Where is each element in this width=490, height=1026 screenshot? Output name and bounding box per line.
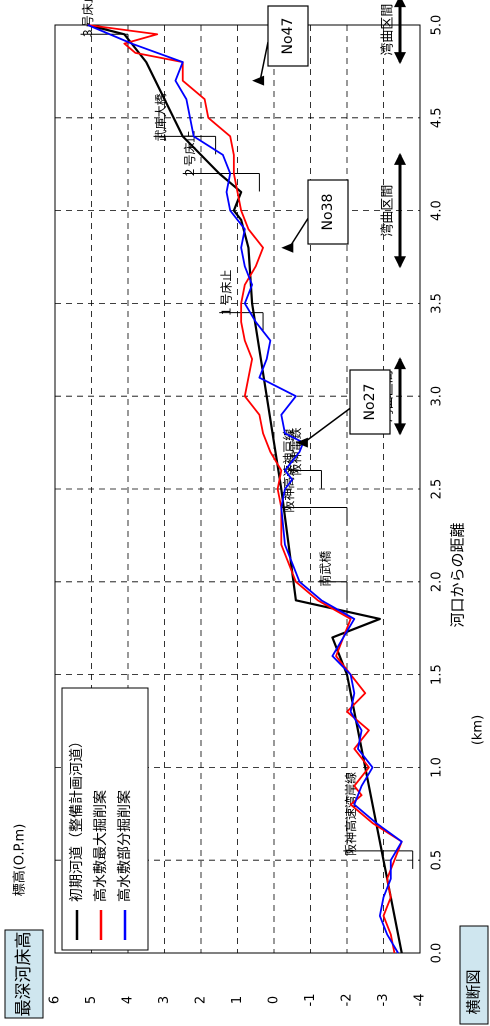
callout-label: No47 bbox=[280, 18, 296, 55]
y-tick-label: 3 bbox=[157, 996, 172, 1004]
section-box bbox=[459, 925, 489, 1025]
series-line-1 bbox=[87, 23, 403, 954]
structure-label: 阪神高速湾岸線 bbox=[343, 772, 358, 856]
structure-label: 武庫大橋 bbox=[154, 93, 168, 141]
x-tick-label: 3.0 bbox=[430, 386, 445, 407]
callout-box bbox=[349, 369, 391, 435]
y-tick-label: 0 bbox=[267, 996, 282, 1004]
x-tick-label: 1.5 bbox=[430, 664, 445, 685]
chart-title: 最深河床高 bbox=[14, 932, 34, 1017]
title-box bbox=[4, 929, 44, 1019]
bend-arrow-head bbox=[394, 0, 406, 8]
series-line-3 bbox=[87, 24, 403, 954]
bend-arrow-head bbox=[394, 423, 406, 436]
legend-box bbox=[61, 687, 149, 951]
callout-box bbox=[267, 5, 309, 67]
bend-arrow-head bbox=[394, 357, 406, 370]
x-axis-unit: (km) bbox=[471, 715, 486, 745]
y-tick-label: 5 bbox=[84, 996, 99, 1004]
structure-label: ３号床止 bbox=[81, 0, 95, 39]
x-tick-label: 2.5 bbox=[430, 479, 445, 500]
legend-entry: 高水敷部分掘削案 bbox=[116, 790, 133, 902]
y-tick-label: -1 bbox=[303, 994, 318, 1007]
y-tick-label: 1 bbox=[230, 996, 245, 1004]
callout-arrow-line bbox=[303, 407, 351, 444]
callout-label: No38 bbox=[320, 194, 336, 231]
x-axis-label: 河口からの距離 bbox=[449, 522, 467, 627]
callout-arrow-head bbox=[252, 75, 265, 86]
callout-arrow-head bbox=[295, 437, 308, 448]
x-tick-label: 1.0 bbox=[430, 757, 445, 778]
y-tick-label: -2 bbox=[340, 994, 355, 1007]
callout-box bbox=[307, 179, 349, 245]
legend-entry: 高水敷最大掘削案 bbox=[92, 790, 109, 902]
bend-arrow-head bbox=[394, 256, 406, 269]
bend-label: 湾曲区間 bbox=[380, 4, 396, 56]
structure-label: ２号床止 bbox=[183, 130, 197, 178]
x-tick-label: 4.5 bbox=[430, 107, 445, 128]
structure-label: １号床止 bbox=[220, 270, 234, 318]
bend-arrow-head bbox=[394, 52, 406, 65]
series-line-2 bbox=[87, 24, 403, 954]
structure-label: 阪神電鉄 bbox=[288, 427, 303, 475]
y-tick-label: 4 bbox=[121, 996, 136, 1004]
bend-arrow-head bbox=[394, 152, 406, 165]
callout-arrow-line bbox=[288, 217, 309, 249]
y-tick-label: 6 bbox=[48, 996, 63, 1004]
x-tick-label: 0.5 bbox=[430, 850, 445, 871]
y-tick-label: 2 bbox=[194, 996, 209, 1004]
y-tick-label: -3 bbox=[376, 994, 391, 1007]
x-tick-label: 4.0 bbox=[430, 200, 445, 221]
callout-label: No27 bbox=[362, 384, 378, 421]
y-tick-label: -4 bbox=[413, 994, 428, 1007]
x-tick-label: 5.0 bbox=[430, 15, 445, 36]
callout-arrow-line bbox=[259, 41, 269, 81]
section-label: 横断図 bbox=[465, 969, 483, 1014]
structure-label: 南武橋 bbox=[317, 551, 332, 587]
legend-entry: 初期河道（整備計画河道） bbox=[68, 734, 85, 902]
x-tick-label: 3.5 bbox=[430, 293, 445, 314]
y-axis-label: 標高(O.P.m) bbox=[12, 824, 28, 897]
x-tick-label: 0.0 bbox=[430, 943, 445, 964]
x-tick-label: 2.0 bbox=[430, 571, 445, 592]
bend-label: 湾曲区間 bbox=[380, 185, 396, 237]
callout-arrow-head bbox=[281, 242, 294, 253]
